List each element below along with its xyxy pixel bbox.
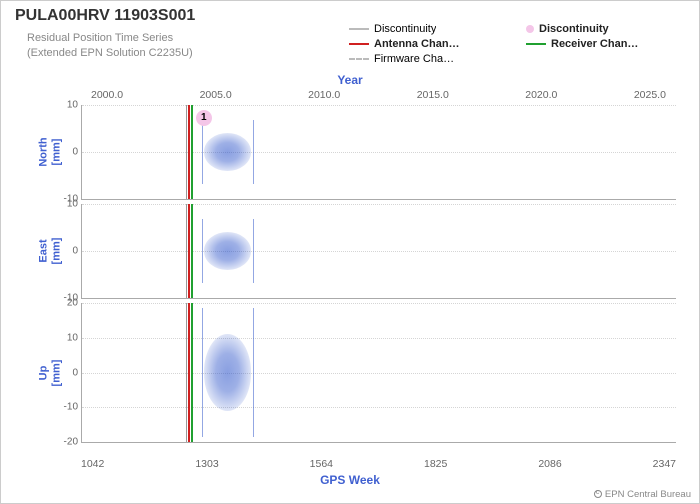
bottom-axis-ticks: 1042 1303 1564 1825 2086 2347 [81,458,676,470]
discontinuity-marker: 1 [196,110,212,126]
receiver-change-line [191,204,193,298]
gridline [82,105,676,106]
y-tick: 10 [52,100,78,111]
top-axis-ticks: 2000.0 2005.0 2010.0 2015.0 2020.0 2025.0 [81,89,676,101]
data-spike [253,219,254,283]
axis-tick: 1303 [195,458,218,470]
axis-tick: 2005.0 [200,89,232,101]
axis-tick: 2020.0 [525,89,557,101]
dash-icon [349,58,369,60]
subtitle-line1: Residual Position Time Series [27,31,193,46]
legend: Discontinuity Discontinuity Antenna Chan… [349,23,689,65]
chart-subtitle: Residual Position Time Series (Extended … [27,31,193,61]
legend-antenna: Antenna Chan… [349,38,512,50]
data-spike [202,219,203,283]
receiver-change-line [191,105,193,199]
legend-discontinuity-line: Discontinuity [349,23,512,35]
data-spike [253,308,254,438]
gridline [82,251,676,252]
axis-tick: 2086 [538,458,561,470]
axis-tick: 2015.0 [417,89,449,101]
data-series [204,133,252,171]
y-tick: -20 [52,437,78,448]
axis-tick: 1042 [81,458,104,470]
y-tick: -10 [52,402,78,413]
y-tick: 0 [52,246,78,257]
gridline [82,152,676,153]
legend-firmware: Firmware Cha… [349,53,512,65]
discontinuity-line [186,105,187,199]
bottom-axis-title: GPS Week [1,473,699,487]
data-series [204,232,252,270]
axis-tick: 2025.0 [634,89,666,101]
legend-receiver: Receiver Chan… [526,38,689,50]
discontinuity-line [186,204,187,298]
gridline [82,204,676,205]
circle-icon [526,25,534,33]
panel-north: North[mm]-100101 [81,105,676,200]
data-spike [202,308,203,438]
y-tick: 0 [52,147,78,158]
line-icon [349,28,369,30]
gridline [82,303,676,304]
y-tick: 0 [52,367,78,378]
receiver-change-line [191,303,193,442]
panel-up: Up[mm]-20-1001020 [81,303,676,443]
panel-east: East[mm]-10010 [81,204,676,299]
data-series [204,334,252,410]
copyright-icon [594,490,602,498]
discontinuity-line [186,303,187,442]
gridline [82,338,676,339]
legend-discontinuity-pt: Discontinuity [526,23,689,35]
footer-credit: EPN Central Bureau [594,489,691,500]
top-axis-title: Year [1,73,699,87]
gridline [82,373,676,374]
chart-title: PULA00HRV 11903S001 [15,7,195,25]
axis-tick: 2010.0 [308,89,340,101]
subtitle-line2: (Extended EPN Solution C2235U) [27,46,193,61]
gridline [82,407,676,408]
axis-tick: 1564 [310,458,333,470]
data-spike [253,120,254,184]
axis-tick: 2347 [653,458,676,470]
line-icon [526,43,546,45]
chart-panels: North[mm]-100101East[mm]-10010Up[mm]-20-… [81,105,676,445]
line-icon [349,43,369,45]
axis-tick: 2000.0 [91,89,123,101]
data-spike [202,120,203,184]
y-tick: 20 [52,298,78,309]
axis-tick: 1825 [424,458,447,470]
y-tick: 10 [52,199,78,210]
y-tick: 10 [52,332,78,343]
